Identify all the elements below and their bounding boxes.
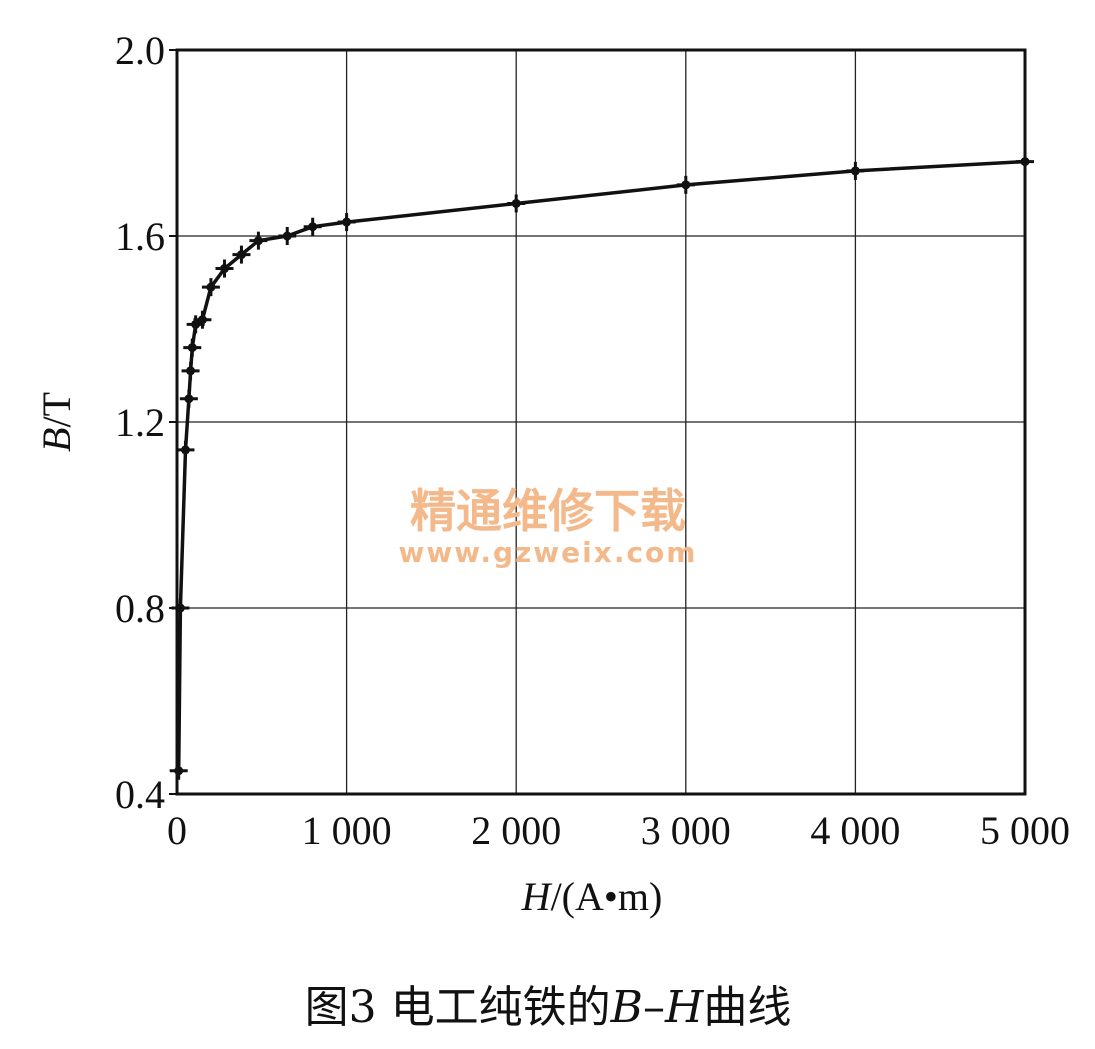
- figure-caption: 图3 电工纯铁的B–H曲线: [305, 982, 792, 1033]
- marker-dot: [282, 231, 292, 241]
- marker-dot: [187, 343, 197, 353]
- data-point-marker: [193, 310, 212, 329]
- x-axis-symbol: H: [521, 874, 553, 919]
- series-line: [176, 159, 1026, 771]
- caption-dash: –: [643, 982, 665, 1033]
- data-point-marker: [278, 227, 297, 245]
- marker-dot: [186, 366, 196, 376]
- x-tick-label: 2 000: [471, 808, 561, 853]
- marker-dot: [342, 217, 352, 227]
- caption-h-symbol: H: [664, 982, 705, 1033]
- y-axis-unit: /T: [34, 392, 79, 428]
- x-tick-label: 5 000: [980, 808, 1070, 853]
- data-point-marker: [201, 278, 220, 297]
- marker-dot: [850, 166, 860, 176]
- y-tick-label: 0.8: [115, 586, 165, 631]
- marker-dot: [206, 282, 216, 292]
- caption-suffix: 曲线: [703, 982, 791, 1033]
- y-tick-label: 0.4: [115, 772, 165, 817]
- data-point-marker: [179, 389, 198, 408]
- y-axis-label: B/T: [34, 392, 79, 452]
- data-point-marker: [183, 338, 202, 357]
- marker-dot: [511, 198, 521, 208]
- marker-dot: [308, 222, 318, 232]
- x-tick-label: 4 000: [810, 808, 900, 853]
- series-group: [169, 152, 1034, 780]
- x-ticks: 0 1 000 2 000 3 000 4 000 5 000: [167, 808, 1070, 853]
- data-point-marker: [169, 761, 188, 780]
- marker-dot: [219, 264, 229, 274]
- y-ticks: 0.4 0.8 1.2 1.6 2.0: [115, 28, 177, 817]
- y-tick-label: 1.2: [115, 400, 165, 445]
- marker-dot: [197, 315, 207, 325]
- data-point-marker: [181, 361, 200, 380]
- data-point-marker: [337, 213, 356, 232]
- caption-b-symbol: B: [610, 982, 643, 1033]
- grid-lines: [177, 50, 1025, 794]
- data-point-marker: [171, 599, 190, 617]
- x-axis-unit: /(A•m): [551, 874, 663, 919]
- x-axis-label: H/(A•m): [521, 874, 663, 919]
- marker-dot: [174, 766, 184, 776]
- y-tick-label: 2.0: [115, 28, 165, 73]
- x-tick-label: 0: [167, 808, 187, 853]
- watermark-chinese: 精通维修下载: [410, 484, 686, 538]
- data-point-marker: [507, 194, 526, 213]
- watermark-url: www.gzweix.com: [399, 536, 698, 569]
- x-tick-label: 1 000: [302, 808, 392, 853]
- y-tick-label: 1.6: [115, 214, 165, 259]
- data-point-marker: [249, 231, 268, 250]
- marker-dot: [681, 180, 691, 190]
- marker-dot: [253, 236, 263, 246]
- data-point-marker: [215, 259, 234, 278]
- data-point-marker: [303, 217, 322, 236]
- marker-dot: [236, 250, 246, 260]
- marker-dot: [191, 319, 201, 329]
- data-point-marker: [1016, 152, 1034, 171]
- y-axis-symbol: B: [34, 428, 79, 452]
- marker-dot: [1020, 157, 1030, 167]
- caption-prefix: 图3 电工纯铁的: [305, 982, 611, 1033]
- marker-dot: [184, 394, 194, 404]
- data-point-marker: [846, 161, 865, 180]
- data-point-marker: [232, 245, 251, 264]
- marker-dot: [180, 445, 190, 455]
- x-tick-label: 3 000: [641, 808, 731, 853]
- data-point-marker: [676, 175, 695, 194]
- marker-dot: [175, 603, 185, 613]
- data-point-marker: [176, 440, 195, 459]
